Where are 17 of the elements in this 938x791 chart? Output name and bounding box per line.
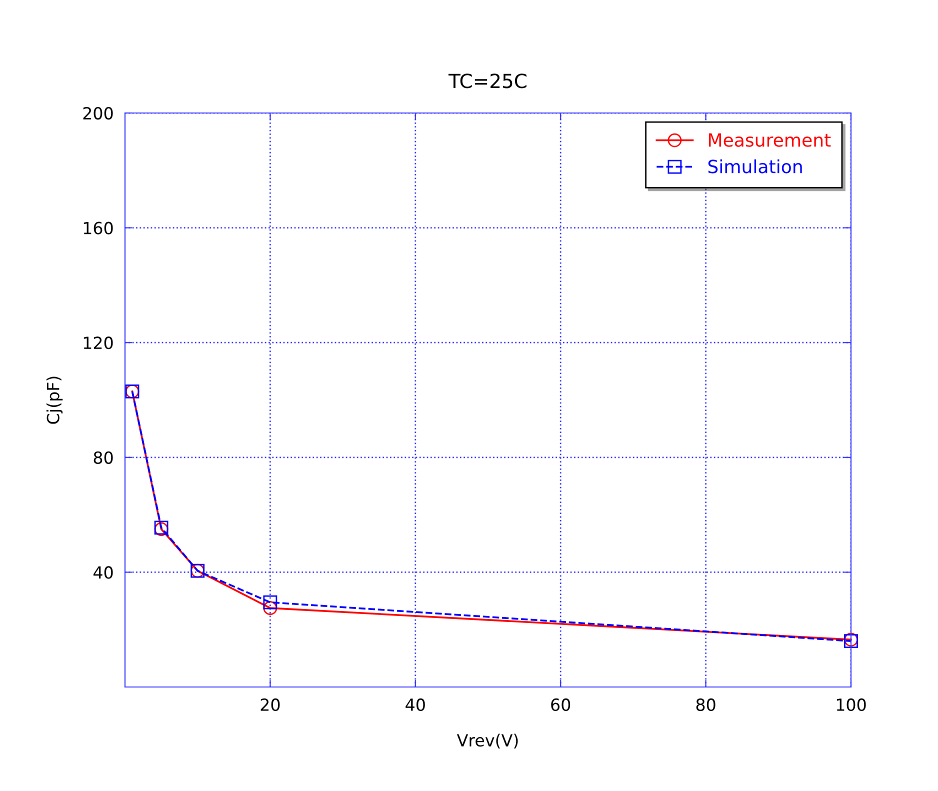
x-tick-label: 40 [406,698,425,712]
point [263,601,278,616]
x-axis-title: Vrev(V) [456,734,518,749]
x-tick-label: 60 [551,698,570,712]
point [263,595,278,610]
y-tick-label: 160 [84,222,113,234]
y-tick-label: 40 [93,566,113,579]
y-tick-label: 200 [83,106,113,120]
y-axis-title: Cj(pF) [46,376,63,424]
x-tick-label: 80 [696,698,716,712]
x-tick-label: 20 [260,698,280,712]
x-tick-label: 100 [836,698,866,712]
chart-title: TC=25C [448,74,526,88]
legend-label: Measurement [708,133,831,147]
y-tick-label: 120 [84,336,113,350]
legend-label: Simulation [708,159,802,174]
y-tick-label: 80 [94,451,113,464]
